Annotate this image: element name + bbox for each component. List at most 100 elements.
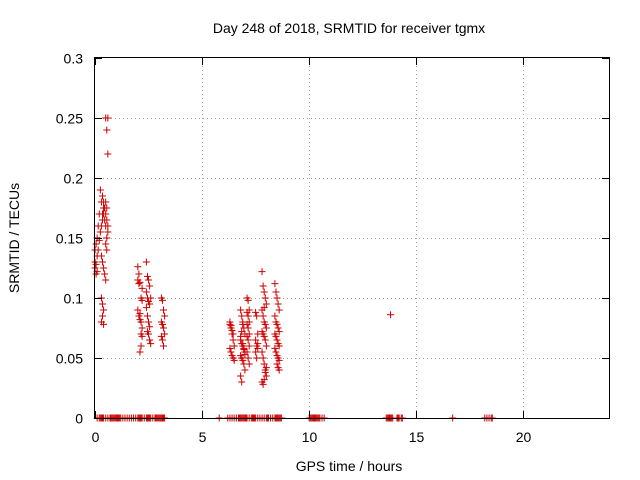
data-point — [143, 312, 151, 320]
data-point — [134, 263, 142, 271]
data-points — [91, 114, 496, 422]
data-point — [138, 324, 146, 332]
data-point — [158, 320, 166, 328]
data-point — [137, 342, 145, 350]
data-point — [252, 336, 260, 344]
y-tick-labels: 0 0.05 0.1 0.15 0.2 0.25 0.3 — [56, 51, 83, 427]
data-point — [271, 344, 279, 352]
data-point — [100, 198, 108, 206]
data-point — [138, 296, 146, 304]
data-point — [135, 270, 143, 278]
data-point — [273, 360, 281, 368]
data-point — [259, 312, 267, 320]
y-tick-label: 0.1 — [64, 291, 84, 307]
data-point — [261, 336, 269, 344]
data-point — [244, 296, 252, 304]
data-point — [103, 246, 111, 254]
data-point — [100, 306, 108, 314]
x-tick-label: 10 — [302, 429, 318, 445]
data-point — [104, 150, 112, 158]
data-point — [136, 316, 144, 324]
data-point — [272, 348, 280, 356]
data-point — [98, 258, 106, 266]
x-axis-label: GPS time / hours — [296, 458, 403, 474]
data-point — [98, 312, 106, 320]
data-point — [136, 348, 144, 356]
data-point — [260, 332, 268, 340]
data-point — [275, 366, 283, 374]
data-point — [92, 260, 100, 268]
data-point — [259, 282, 267, 290]
data-point — [160, 324, 168, 332]
data-point — [94, 246, 102, 254]
data-point — [102, 210, 110, 218]
data-point — [239, 356, 247, 364]
y-tick-label: 0 — [75, 411, 83, 427]
data-point — [229, 336, 237, 344]
data-point — [103, 216, 111, 224]
y-tick-label: 0.05 — [56, 351, 83, 367]
data-point — [145, 330, 153, 338]
data-point — [101, 204, 109, 212]
data-point — [96, 228, 104, 236]
data-point — [271, 280, 279, 288]
x-tick-label: 5 — [199, 429, 207, 445]
data-point — [258, 348, 266, 356]
data-point — [158, 336, 166, 344]
data-point — [146, 323, 154, 331]
data-point — [227, 322, 235, 330]
data-point — [273, 320, 281, 328]
data-point — [136, 310, 144, 318]
data-point — [253, 354, 261, 362]
data-point — [262, 372, 270, 380]
data-point — [228, 326, 236, 334]
data-point — [100, 264, 108, 272]
data-point — [252, 348, 260, 356]
data-point — [147, 340, 155, 348]
data-point — [98, 192, 106, 200]
x-tick-label: 15 — [409, 429, 425, 445]
data-point — [96, 186, 104, 194]
data-point — [274, 300, 282, 308]
x-tick-label: 0 — [92, 429, 100, 445]
data-point — [244, 312, 252, 320]
data-point — [134, 306, 142, 314]
data-point — [274, 324, 282, 332]
data-point — [273, 294, 281, 302]
data-point — [272, 332, 280, 340]
y-tick-label: 0.25 — [56, 111, 83, 127]
axis-ticks — [95, 58, 609, 419]
data-point — [273, 336, 281, 344]
data-point — [245, 342, 253, 350]
data-point — [160, 306, 168, 314]
data-point — [146, 282, 154, 290]
data-point — [260, 288, 268, 296]
data-point — [387, 311, 395, 319]
data-point — [238, 378, 246, 386]
data-point — [275, 342, 283, 350]
data-point — [134, 276, 142, 284]
data-point — [135, 280, 143, 288]
data-point — [238, 328, 246, 336]
data-point — [102, 222, 110, 230]
data-point — [157, 332, 165, 340]
data-point — [226, 344, 234, 352]
data-point — [161, 312, 169, 320]
data-point — [261, 294, 269, 302]
data-point — [145, 318, 153, 326]
data-point — [142, 258, 150, 266]
data-point — [262, 342, 270, 350]
data-point — [275, 356, 283, 364]
data-point — [253, 312, 261, 320]
data-point — [262, 364, 270, 372]
data-point — [237, 306, 245, 314]
y-tick-label: 0.3 — [64, 51, 84, 67]
chart-title: Day 248 of 2018, SRMTID for receiver tgm… — [213, 20, 485, 36]
data-point — [146, 336, 154, 344]
data-point — [147, 294, 155, 302]
data-point — [92, 240, 100, 248]
data-point — [145, 276, 153, 284]
x-tick-labels: 0 5 10 15 20 — [92, 429, 532, 445]
grid-lines — [95, 58, 609, 418]
data-point — [230, 342, 238, 350]
